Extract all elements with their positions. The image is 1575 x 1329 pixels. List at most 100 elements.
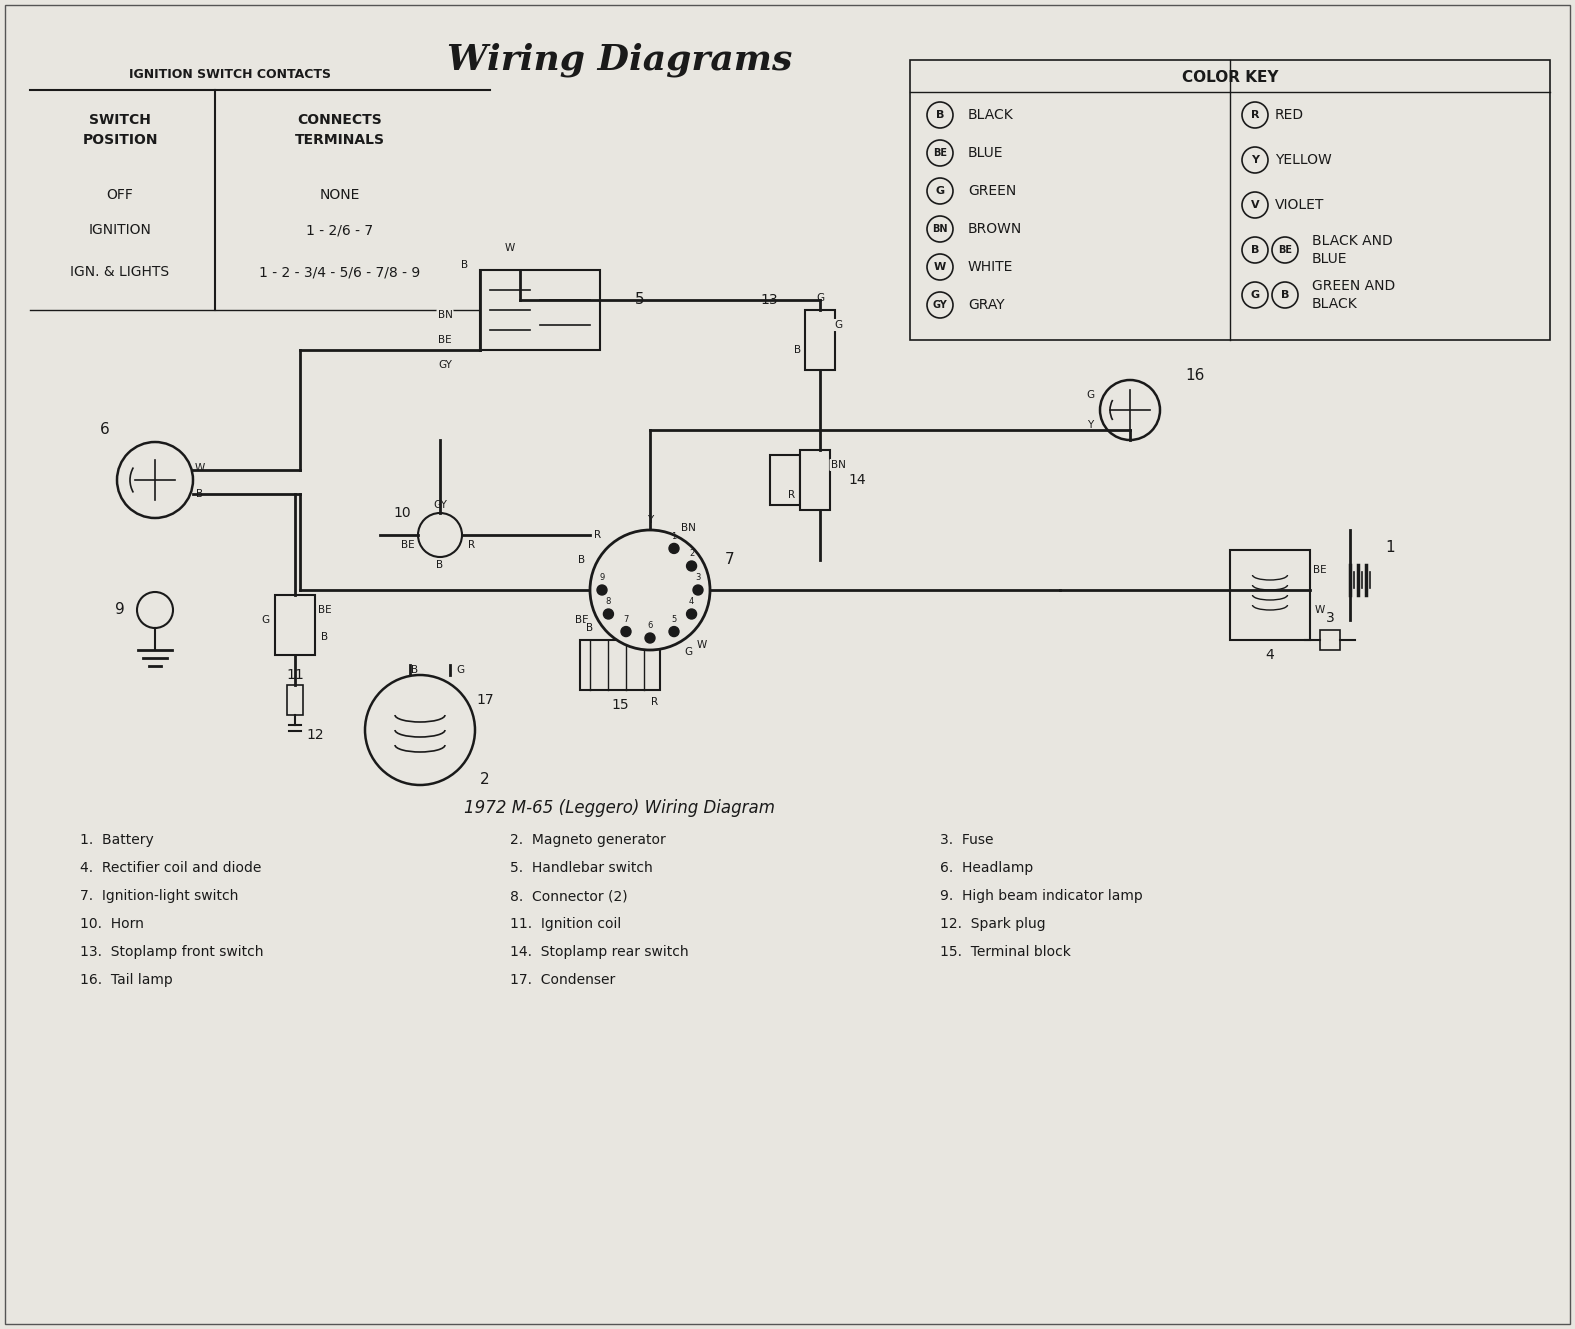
Text: G: G — [684, 647, 691, 657]
Text: B: B — [436, 560, 444, 570]
Text: 9.  High beam indicator lamp: 9. High beam indicator lamp — [940, 889, 1143, 902]
Circle shape — [687, 609, 696, 619]
Text: COLOR KEY: COLOR KEY — [1181, 70, 1279, 85]
Text: 17.  Condenser: 17. Condenser — [510, 973, 616, 987]
Text: Y: Y — [647, 516, 654, 525]
Circle shape — [591, 530, 710, 650]
Text: 6: 6 — [647, 622, 652, 630]
Circle shape — [646, 633, 655, 643]
Text: 10.  Horn: 10. Horn — [80, 917, 143, 932]
Circle shape — [687, 561, 696, 571]
Text: 13: 13 — [761, 292, 778, 307]
Text: G: G — [261, 615, 269, 625]
Text: 4.  Rectifier coil and diode: 4. Rectifier coil and diode — [80, 861, 261, 874]
Bar — [287, 684, 302, 715]
Text: 3.  Fuse: 3. Fuse — [940, 833, 994, 847]
Text: BE: BE — [932, 148, 947, 158]
Circle shape — [669, 626, 679, 637]
Text: o: o — [643, 585, 657, 605]
Text: G: G — [833, 320, 843, 330]
Text: 1: 1 — [671, 532, 677, 541]
Text: 11.  Ignition coil: 11. Ignition coil — [510, 917, 621, 932]
Text: 7.  Ignition-light switch: 7. Ignition-light switch — [80, 889, 238, 902]
Text: 7: 7 — [724, 553, 736, 567]
Text: B: B — [1251, 245, 1258, 255]
Text: CONNECTS
TERMINALS: CONNECTS TERMINALS — [295, 113, 384, 146]
Text: 9: 9 — [600, 574, 605, 582]
Text: BN: BN — [932, 225, 948, 234]
Text: BE: BE — [402, 540, 414, 550]
Text: 5: 5 — [635, 292, 644, 307]
Text: G: G — [1085, 389, 1095, 400]
Text: BE: BE — [575, 615, 589, 625]
Text: R: R — [1251, 110, 1260, 120]
Text: Wiring Diagrams: Wiring Diagrams — [447, 43, 792, 77]
Text: 1.  Battery: 1. Battery — [80, 833, 154, 847]
Text: B: B — [321, 633, 329, 642]
Text: 4: 4 — [688, 598, 695, 606]
Text: IGN. & LIGHTS: IGN. & LIGHTS — [71, 264, 170, 279]
Text: 4: 4 — [1266, 649, 1274, 662]
Text: 1 - 2 - 3/4 - 5/6 - 7/8 - 9: 1 - 2 - 3/4 - 5/6 - 7/8 - 9 — [260, 264, 421, 279]
Text: B: B — [461, 260, 469, 270]
Text: YELLOW: YELLOW — [1276, 153, 1332, 167]
Text: BE: BE — [318, 605, 332, 615]
Text: BN: BN — [438, 310, 452, 320]
Text: W: W — [934, 262, 947, 272]
Text: WHITE: WHITE — [969, 260, 1013, 274]
Text: RED: RED — [1276, 108, 1304, 122]
Text: 12: 12 — [306, 728, 324, 742]
Circle shape — [603, 609, 613, 619]
Text: 1972 M-65 (Leggero) Wiring Diagram: 1972 M-65 (Leggero) Wiring Diagram — [465, 799, 775, 817]
Text: BN: BN — [830, 460, 846, 470]
Text: G: G — [1251, 290, 1260, 300]
Text: 3: 3 — [695, 574, 701, 582]
Text: 16: 16 — [1184, 368, 1205, 383]
Text: B: B — [578, 556, 586, 565]
Text: 14.  Stoplamp rear switch: 14. Stoplamp rear switch — [510, 945, 688, 960]
Text: B: B — [197, 489, 203, 498]
Bar — [580, 641, 660, 690]
Text: R: R — [652, 696, 658, 707]
Bar — [805, 310, 835, 369]
Text: 3: 3 — [1326, 611, 1334, 625]
Text: GREEN AND
BLACK: GREEN AND BLACK — [1312, 279, 1395, 311]
Text: 15.  Terminal block: 15. Terminal block — [940, 945, 1071, 960]
Text: GRAY: GRAY — [969, 298, 1005, 312]
Text: G: G — [455, 664, 465, 675]
Text: W: W — [506, 243, 515, 253]
Text: BN: BN — [680, 524, 696, 533]
Text: 17: 17 — [476, 692, 495, 707]
Text: 1 - 2/6 - 7: 1 - 2/6 - 7 — [307, 223, 373, 237]
Text: R: R — [789, 490, 795, 500]
Text: 9: 9 — [115, 602, 124, 618]
Text: 8.  Connector (2): 8. Connector (2) — [510, 889, 627, 902]
Text: BLUE: BLUE — [969, 146, 1003, 159]
Text: GY: GY — [433, 500, 447, 510]
Circle shape — [621, 626, 632, 637]
Text: G: G — [611, 623, 619, 633]
Text: BLACK AND
BLUE: BLACK AND BLUE — [1312, 234, 1392, 266]
Text: V: V — [1251, 199, 1260, 210]
Circle shape — [693, 585, 702, 595]
Text: 2: 2 — [688, 549, 695, 558]
Text: 8: 8 — [606, 598, 611, 606]
Text: G: G — [936, 186, 945, 195]
Bar — [480, 270, 600, 350]
Text: B: B — [411, 664, 419, 675]
Bar — [770, 455, 800, 505]
Text: R: R — [594, 530, 602, 540]
Bar — [1230, 550, 1310, 641]
Text: 14: 14 — [847, 473, 866, 486]
Circle shape — [365, 675, 476, 785]
Text: W: W — [696, 641, 707, 650]
Circle shape — [669, 544, 679, 553]
Text: 13.  Stoplamp front switch: 13. Stoplamp front switch — [80, 945, 263, 960]
Text: B: B — [586, 623, 594, 633]
Text: GY: GY — [932, 300, 948, 310]
Text: GREEN: GREEN — [969, 183, 1016, 198]
Text: Y: Y — [1087, 420, 1093, 431]
Text: 16.  Tail lamp: 16. Tail lamp — [80, 973, 173, 987]
Text: BE: BE — [1277, 245, 1291, 255]
Text: OFF: OFF — [107, 187, 134, 202]
